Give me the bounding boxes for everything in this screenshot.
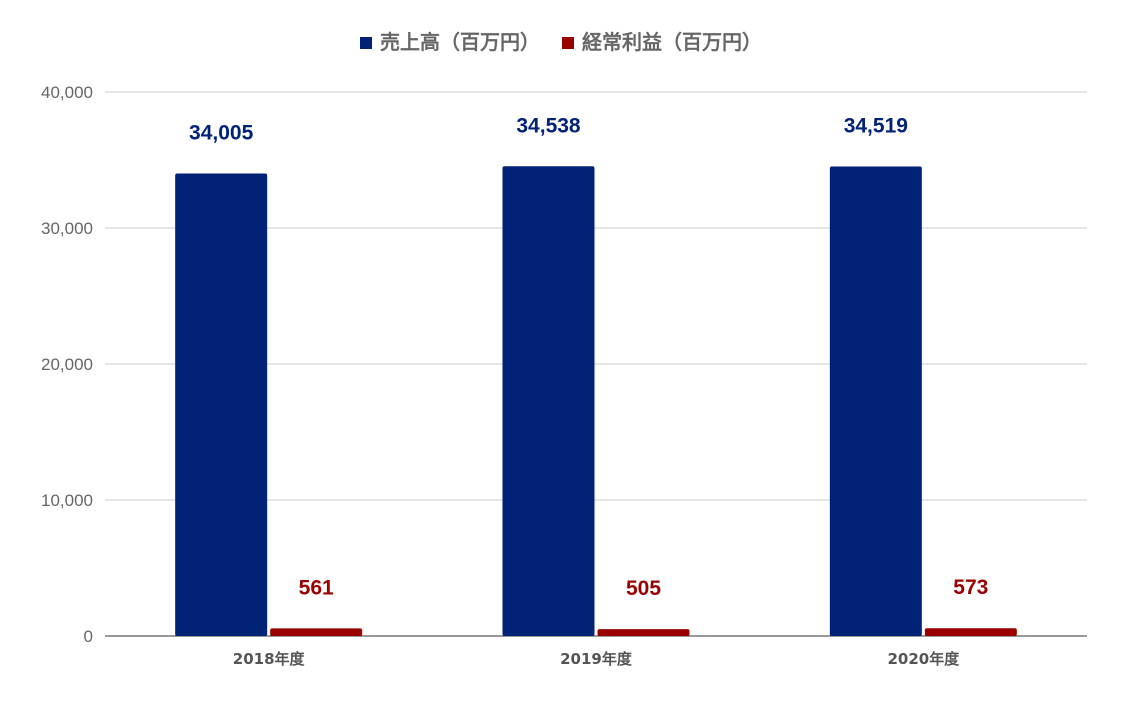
y-tick-label: 40,000 [41,83,93,102]
x-category-label: 2020年度 [887,650,960,668]
data-label: 561 [299,576,334,599]
data-label: 505 [626,577,661,600]
bars [175,166,1017,637]
legend-label: 経常利益（百万円） [582,30,762,54]
x-category-label: 2019年度 [560,650,633,668]
data-label: 34,538 [516,114,581,137]
x-category-label: 2018年度 [233,650,306,668]
y-tick-label: 0 [84,627,93,646]
bar-ordinary-profit-3 [924,628,1017,636]
bar-sales-1 [175,173,268,637]
gridlines [105,91,1087,637]
bar-sales-2 [502,166,595,636]
legend-item-ordinary-profit[interactable]: 経常利益（百万円） [562,30,762,54]
y-tick-label: 10,000 [41,491,93,510]
legend-label: 売上高（百万円） [380,30,540,54]
legend: 売上高（百万円） 経常利益（百万円） [360,30,762,54]
bar-ordinary-profit-1 [270,628,363,636]
data-label: 34,005 [189,122,254,145]
legend-swatch [360,37,372,49]
data-labels: 34,005 561 34,538 505 34,519 573 [189,114,988,600]
x-axis-categories: 2018年度 2019年度 2020年度 [233,650,960,668]
y-tick-label: 30,000 [41,219,93,238]
bar-sales-3 [829,166,922,636]
bar-ordinary-profit-2 [597,629,690,636]
y-tick-label: 20,000 [41,355,93,374]
y-axis-ticks: 0 10,000 20,000 30,000 40,000 [41,83,93,646]
data-label: 573 [953,576,988,599]
legend-swatch [562,37,574,49]
legend-item-sales[interactable]: 売上高（百万円） [360,30,540,54]
data-label: 34,519 [844,115,908,138]
